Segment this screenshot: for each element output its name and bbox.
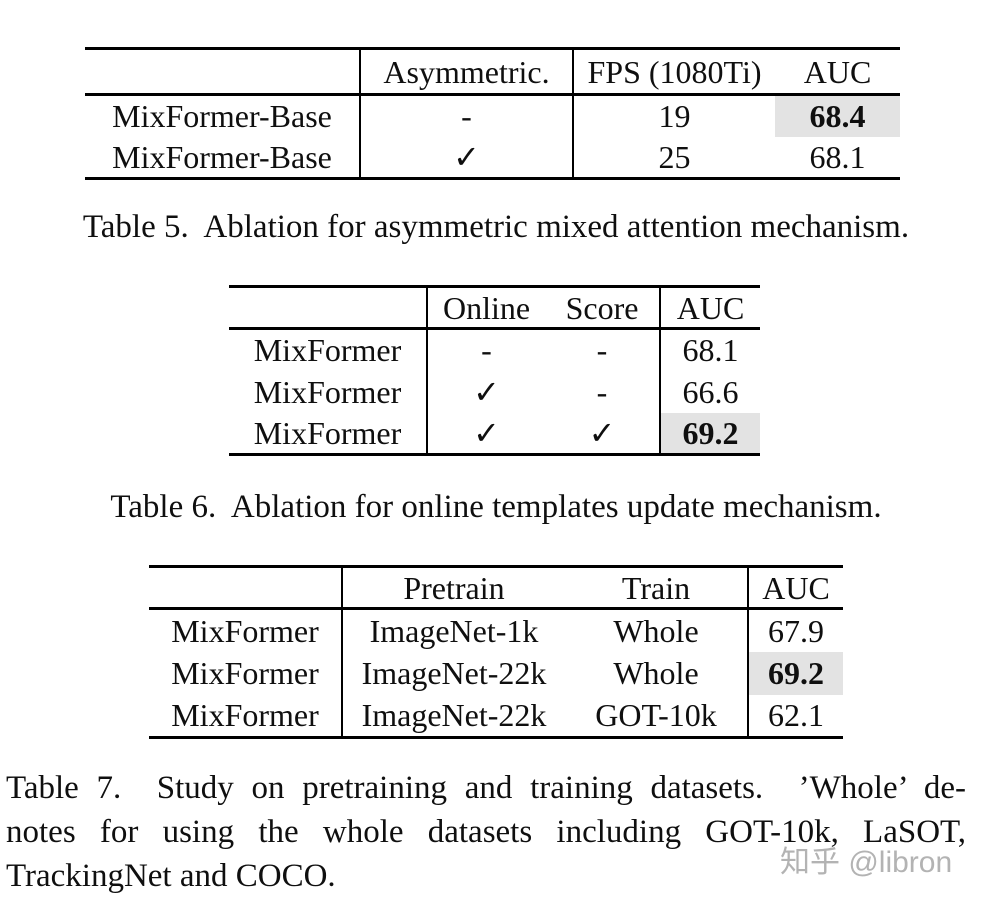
header-cell-auc: AUC bbox=[676, 289, 745, 326]
table-cell: 66.6 bbox=[682, 373, 739, 410]
checkmark-icon: ✓ bbox=[545, 412, 661, 455]
table-7-caption: Table 7. Study on pretraining and traini… bbox=[6, 766, 966, 898]
table-cell-best-auc: 68.4 bbox=[775, 94, 900, 137]
caption-line: Table 7. Study on pretraining and traini… bbox=[6, 770, 966, 806]
table-cell: GOT-10k bbox=[565, 694, 749, 738]
table-cell: MixFormer bbox=[149, 608, 343, 652]
table-cell: MixFormer bbox=[149, 694, 343, 738]
table-cell: MixFormer-Base bbox=[85, 136, 361, 179]
table-5-caption: Table 5. Ablation for asymmetric mixed a… bbox=[82, 209, 910, 245]
table-cell: 68.1 bbox=[682, 332, 739, 369]
table-cell: - bbox=[545, 370, 661, 413]
table-cell: 62.1 bbox=[768, 697, 824, 734]
table-cell: - bbox=[360, 94, 574, 137]
table-row: MixFormer ImageNet-22k GOT-10k 62.1 bbox=[149, 694, 843, 738]
table-asymmetric-ablation: Asymmetric. FPS (1080Ti) AUC MixFormer-B… bbox=[85, 47, 900, 180]
table-cell: ImageNet-22k bbox=[361, 655, 547, 691]
table-cell: 67.9 bbox=[768, 612, 824, 649]
zhihu-watermark: 知乎 @libron bbox=[780, 846, 953, 879]
header-cell-fps: FPS (1080Ti) bbox=[587, 53, 762, 90]
header-cell-blank bbox=[85, 48, 361, 95]
table-cell: Whole bbox=[565, 608, 749, 652]
table-cell: 25 bbox=[658, 138, 691, 175]
caption-line: TrackingNet and COCO. bbox=[6, 858, 336, 894]
header-cell-online: Online bbox=[442, 289, 531, 326]
header-cell-pretrain: Pretrain bbox=[403, 569, 505, 606]
header-cell-train: Train bbox=[565, 566, 749, 609]
header-cell-score: Score bbox=[545, 286, 661, 329]
table-row: MixFormer ImageNet-1k Whole 67.9 bbox=[149, 608, 843, 652]
header-cell-blank bbox=[229, 286, 428, 329]
table-header-row: Online Score AUC bbox=[229, 286, 760, 329]
table-row: MixFormer-Base - 19 68.4 bbox=[85, 94, 900, 137]
table-cell: Whole bbox=[565, 651, 749, 695]
checkmark-icon: ✓ bbox=[473, 373, 500, 410]
caption-line: notes for using the whole datasets inclu… bbox=[6, 814, 966, 850]
table-cell: MixFormer bbox=[229, 328, 428, 371]
header-cell-auc: AUC bbox=[803, 53, 872, 90]
table-row: MixFormer ImageNet-22k Whole 69.2 bbox=[149, 651, 843, 695]
header-cell-blank bbox=[149, 566, 343, 609]
table-cell: MixFormer bbox=[229, 370, 428, 413]
table-header-row: Asymmetric. FPS (1080Ti) AUC bbox=[85, 48, 900, 95]
table-header-row: Pretrain Train AUC bbox=[149, 566, 843, 609]
table-cell: 19 bbox=[658, 98, 691, 135]
table-datasets-study: Pretrain Train AUC MixFormer ImageNet-1k… bbox=[149, 565, 843, 739]
table-cell: MixFormer bbox=[149, 651, 343, 695]
table-row: MixFormer - - 68.1 bbox=[229, 328, 760, 371]
table-6-caption: Table 6. Ablation for online templates u… bbox=[110, 489, 882, 525]
checkmark-icon: ✓ bbox=[473, 414, 500, 451]
table-online-update-ablation: Online Score AUC MixFormer - - 68.1 MixF… bbox=[229, 285, 760, 456]
table-cell: 68.1 bbox=[809, 138, 866, 175]
table-cell: ImageNet-22k bbox=[361, 697, 547, 734]
header-cell-asymmetric: Asymmetric. bbox=[360, 48, 574, 95]
table-cell: - bbox=[545, 328, 661, 371]
table-cell: ImageNet-1k bbox=[369, 612, 539, 649]
table-row: MixFormer-Base ✓ 25 68.1 bbox=[85, 136, 900, 179]
table-row: MixFormer ✓ - 66.6 bbox=[229, 370, 760, 413]
table-cell: MixFormer-Base bbox=[85, 94, 361, 137]
table-row: MixFormer ✓ ✓ 69.2 bbox=[229, 412, 760, 455]
header-cell-auc: AUC bbox=[762, 569, 830, 606]
table-cell: - bbox=[481, 332, 492, 369]
table-cell-best-auc: 69.2 bbox=[660, 412, 760, 455]
checkmark-icon: ✓ bbox=[360, 136, 574, 179]
table-cell: MixFormer bbox=[229, 412, 428, 455]
table-cell-best-auc: 69.2 bbox=[748, 651, 843, 695]
